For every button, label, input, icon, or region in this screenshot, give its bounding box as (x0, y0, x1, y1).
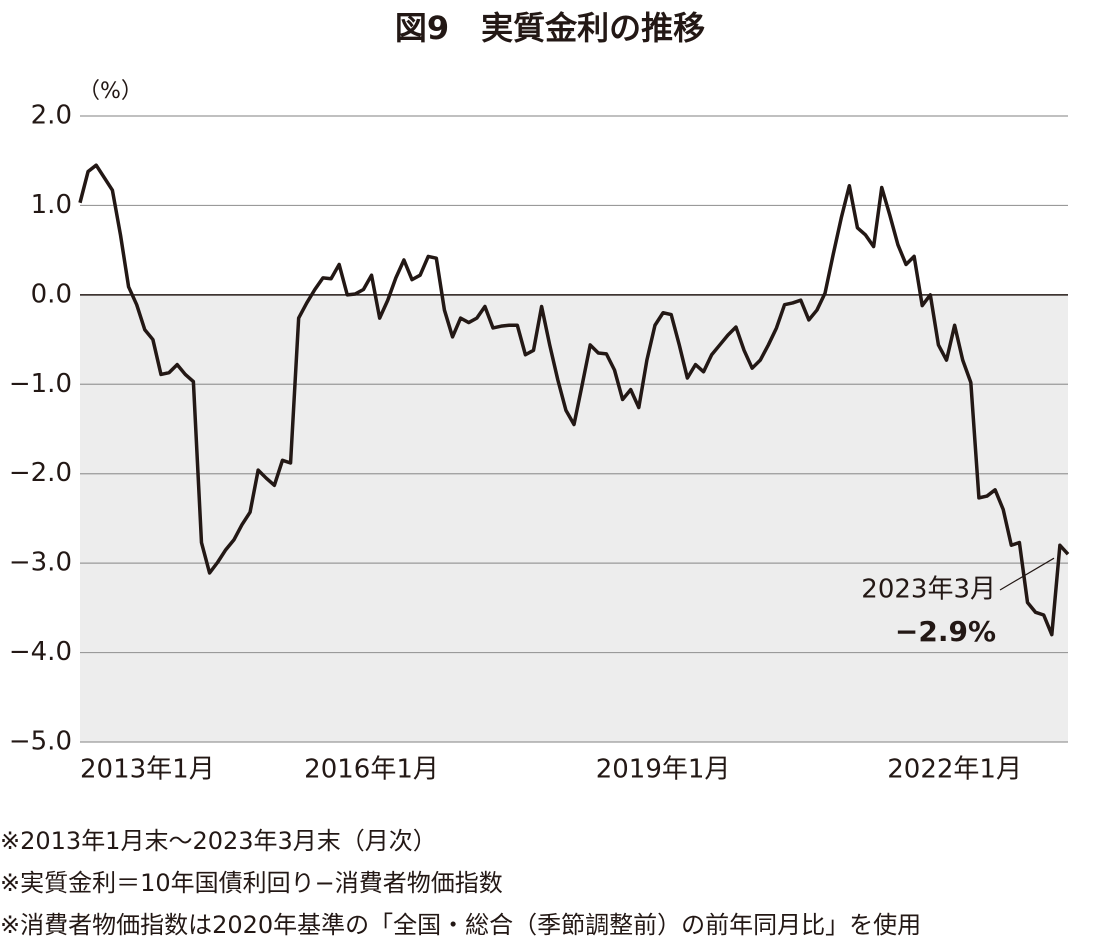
line-series (78, 163, 1070, 637)
annotation: 2023年3月 (861, 575, 996, 605)
x-tick-label: 2016年1月 (304, 755, 439, 785)
y-tick-label: 0.0 (31, 279, 72, 309)
y-axis-label: （%） (78, 79, 143, 104)
note: ※実質金利＝10年国債利回り−消費者物価指数 (0, 869, 503, 897)
y-tick-label: 2.0 (31, 101, 72, 131)
x-tick-label: 2013年1月 (80, 755, 215, 785)
y-tick-label: −3.0 (9, 548, 72, 578)
negative-region (80, 294, 1068, 742)
leader-line (999, 557, 1055, 591)
chart-title: 図9 実質金利の推移 (395, 9, 705, 47)
y-tick-label: −1.0 (9, 369, 72, 399)
annotation-value: −2.9% (895, 615, 996, 648)
y-tick-label: −4.0 (9, 637, 72, 667)
x-tick-label: 2022年1月 (887, 755, 1022, 785)
note: ※消費者物価指数は2020年基準の「全国・総合（季節調整前）の前年同月比」を使用 (0, 911, 921, 939)
y-tick-label: −2.0 (9, 458, 72, 488)
y-tick-label: 1.0 (31, 190, 72, 220)
x-tick-label: 2019年1月 (596, 755, 731, 785)
note: ※2013年1月末〜2023年3月末（月次） (0, 827, 437, 855)
y-tick-label: −5.0 (9, 727, 72, 757)
